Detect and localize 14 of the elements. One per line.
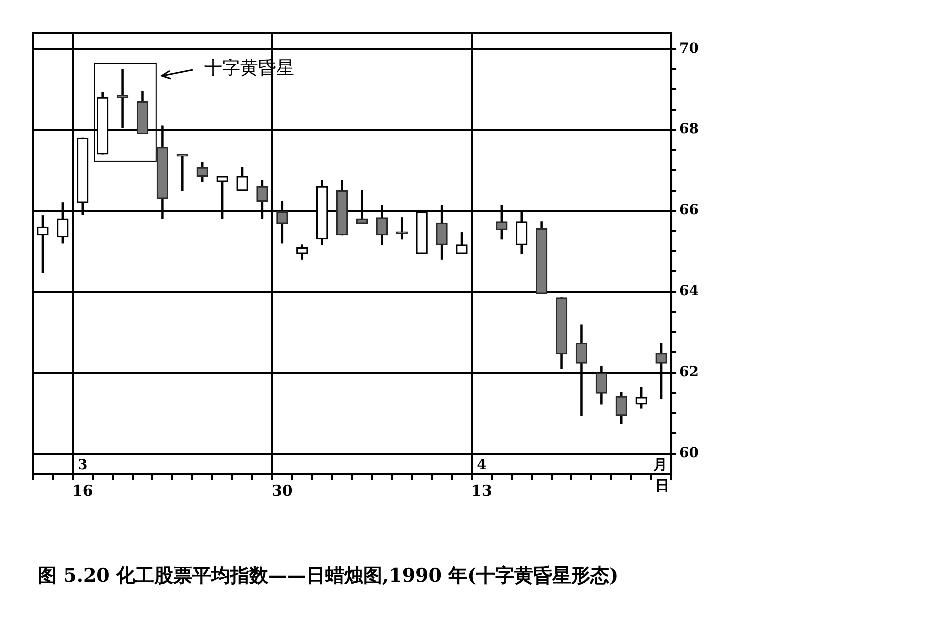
y-tick-label: 70 [680,40,700,57]
x-tick-label: 30 [272,482,293,500]
x-tick-label: 16 [72,482,94,500]
y-tick-label: 62 [680,364,699,380]
annotation: 3 [78,458,88,474]
annotation: 月 [652,458,668,474]
x-tick-label: 13 [472,482,492,500]
y-tick-label: 66 [680,202,699,219]
y-tick-label: 68 [680,122,699,138]
annotation: 4 [477,458,488,474]
x-axis-title: 日 [656,478,670,495]
y-tick-label: 60 [680,445,700,462]
y-tick-label: 64 [680,284,700,300]
text: 图 5.20 化工股票平均指数——日蜡烛图,1990 年(十字黄昏星形态) [38,564,620,589]
